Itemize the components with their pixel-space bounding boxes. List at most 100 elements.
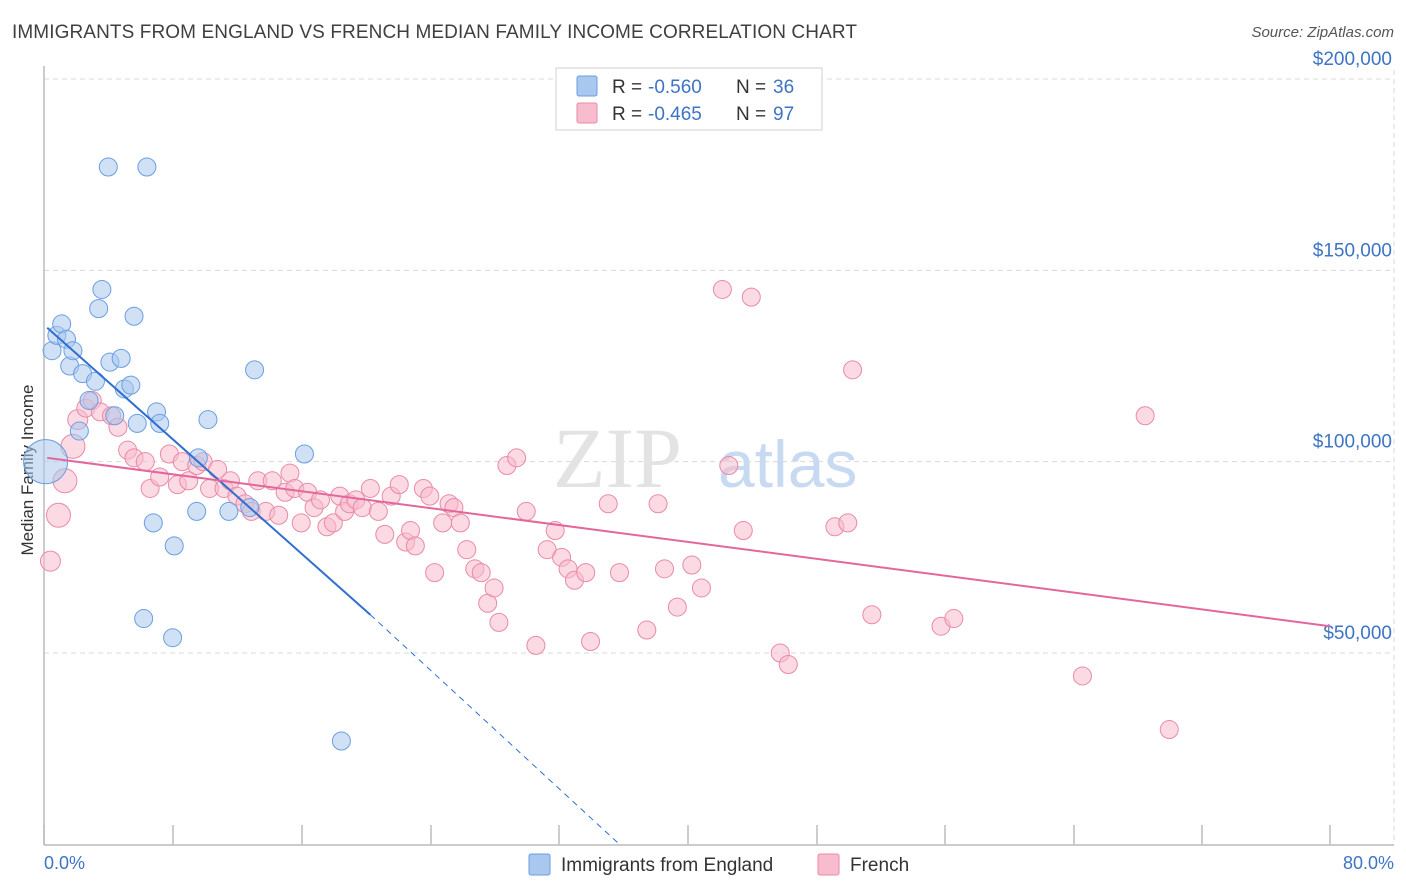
point-french [433, 513, 453, 533]
point-french [526, 635, 546, 655]
grid-lines [44, 70, 1395, 845]
legend: R = -0.560 N = 36 R = -0.465 N = 97 [555, 67, 823, 131]
bottom-legend-swatch-england [528, 853, 551, 876]
point-french [516, 501, 536, 521]
legend-n-value-french: 97 [773, 104, 794, 125]
point-england [124, 306, 144, 326]
point-french [609, 563, 629, 583]
point-french [484, 578, 504, 598]
legend-n-label-french: N = [736, 104, 766, 125]
legend-box [555, 67, 823, 131]
point-french [135, 452, 155, 472]
point-french [719, 455, 739, 475]
y-tick-label: $50,000 [1323, 623, 1392, 644]
source-note: Source: ZipAtlas.com [1251, 24, 1394, 41]
y-tick-labels: $50,000 $100,000 $150,000 $200,000 [1313, 49, 1392, 644]
point-french [712, 279, 732, 299]
point-french [654, 559, 674, 579]
point-england [164, 536, 184, 556]
point-french [648, 494, 668, 514]
point-french [778, 654, 798, 674]
point-england [127, 413, 147, 433]
point-french [471, 563, 491, 583]
legend-swatch-england [576, 75, 598, 97]
bottom-legend-label-england: Immigrants from England [561, 855, 773, 876]
point-england [137, 157, 157, 177]
point-england [219, 501, 239, 521]
point-french [489, 612, 509, 632]
point-french [507, 448, 527, 468]
point-french [310, 490, 330, 510]
legend-r-label-england: R = [612, 77, 642, 98]
y-tick-label: $100,000 [1313, 432, 1392, 453]
point-french [420, 486, 440, 506]
bottom-legend-label-french: French [850, 855, 909, 876]
trend-line-england [46, 326, 371, 616]
point-french [598, 494, 618, 514]
point-french [39, 550, 61, 572]
point-england [245, 360, 265, 380]
point-england [105, 406, 125, 426]
point-french [637, 620, 657, 640]
legend-swatch-french [576, 102, 598, 124]
point-french [368, 501, 388, 521]
point-england [92, 279, 112, 299]
point-french [269, 505, 289, 525]
point-french [838, 513, 858, 533]
point-england [79, 390, 99, 410]
y-tick-label: $150,000 [1313, 240, 1392, 261]
point-french [262, 471, 282, 491]
x-tick-label-max: 80.0% [1343, 853, 1394, 873]
x-tick-label-min: 0.0% [44, 853, 85, 873]
point-england [134, 609, 154, 629]
point-french [389, 475, 409, 495]
point-french [1135, 406, 1155, 426]
point-french [375, 524, 395, 544]
point-england [198, 410, 218, 430]
point-french [360, 478, 380, 498]
point-french [150, 467, 170, 487]
watermark: ZIP atlas [553, 410, 857, 506]
point-england [89, 299, 109, 319]
point-french [691, 578, 711, 598]
watermark-zip: ZIP [553, 410, 682, 506]
point-french [450, 513, 470, 533]
point-england [331, 731, 351, 751]
point-england [294, 444, 314, 464]
point-french [323, 513, 343, 533]
y-tick-label: $200,000 [1313, 49, 1392, 70]
point-england [85, 371, 105, 391]
point-french [45, 502, 71, 528]
legend-r-value-french: -0.465 [648, 104, 702, 125]
trend-line-england-extension [369, 614, 620, 845]
point-french [425, 563, 445, 583]
legend-r-label-french: R = [612, 104, 642, 125]
legend-r-value-england: -0.560 [648, 77, 702, 98]
point-french [581, 632, 601, 652]
point-england [121, 375, 141, 395]
point-french [291, 513, 311, 533]
trend-line-french [47, 456, 1331, 628]
series-england-points [23, 157, 351, 751]
point-french [682, 555, 702, 575]
point-french [1072, 666, 1092, 686]
point-french [944, 609, 964, 629]
point-french [352, 498, 372, 518]
point-french [667, 597, 687, 617]
point-french [457, 540, 477, 560]
point-french [733, 521, 753, 541]
series-french-points [39, 279, 1179, 740]
watermark-atlas: atlas [718, 427, 857, 501]
point-england [188, 448, 208, 468]
chart-title: IMMIGRANTS FROM ENGLAND VS FRENCH MEDIAN… [12, 22, 858, 43]
point-england [143, 513, 163, 533]
legend-n-value-england: 36 [773, 77, 794, 98]
point-england [98, 157, 118, 177]
point-french [576, 563, 596, 583]
point-england [163, 628, 183, 648]
point-french [405, 536, 425, 556]
point-french [843, 360, 863, 380]
point-england [111, 348, 131, 368]
point-french [1159, 720, 1179, 740]
